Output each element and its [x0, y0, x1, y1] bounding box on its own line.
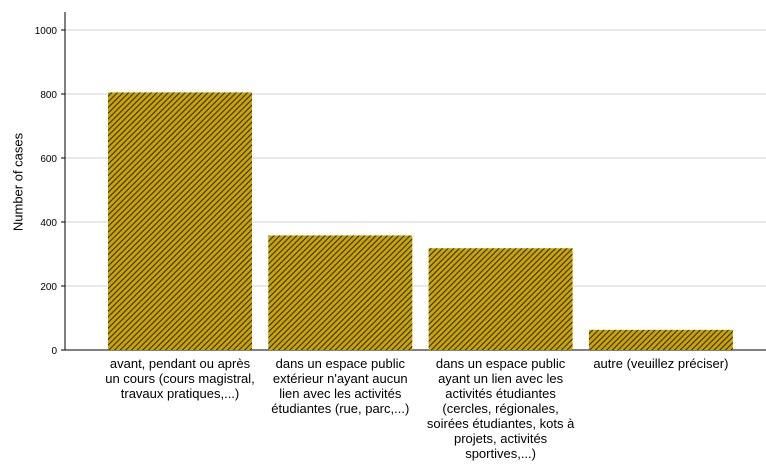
y-tick-label: 800	[40, 90, 57, 101]
bar	[428, 248, 573, 350]
y-tick-labels: 0 200 400 600 800 1000	[35, 26, 58, 357]
x-tick-label: autre (veuillez préciser)	[593, 356, 729, 371]
bars	[108, 92, 733, 351]
y-tick-label: 1000	[35, 26, 58, 37]
y-tick-label: 600	[40, 154, 57, 165]
bar	[588, 329, 733, 350]
y-tick-label: 400	[40, 218, 57, 229]
x-tick-label: dans un espace public extérieur n'ayant …	[271, 356, 410, 416]
x-tick-label: avant, pendant ou après un cours (cours …	[105, 356, 255, 401]
y-tick-label: 0	[51, 346, 57, 357]
x-tick-label: dans un espace public ayant un lien avec…	[426, 356, 575, 461]
bar	[268, 235, 413, 350]
y-axis-label: Number of cases	[10, 132, 26, 232]
bar	[108, 92, 252, 351]
y-tick-label: 200	[40, 282, 57, 293]
